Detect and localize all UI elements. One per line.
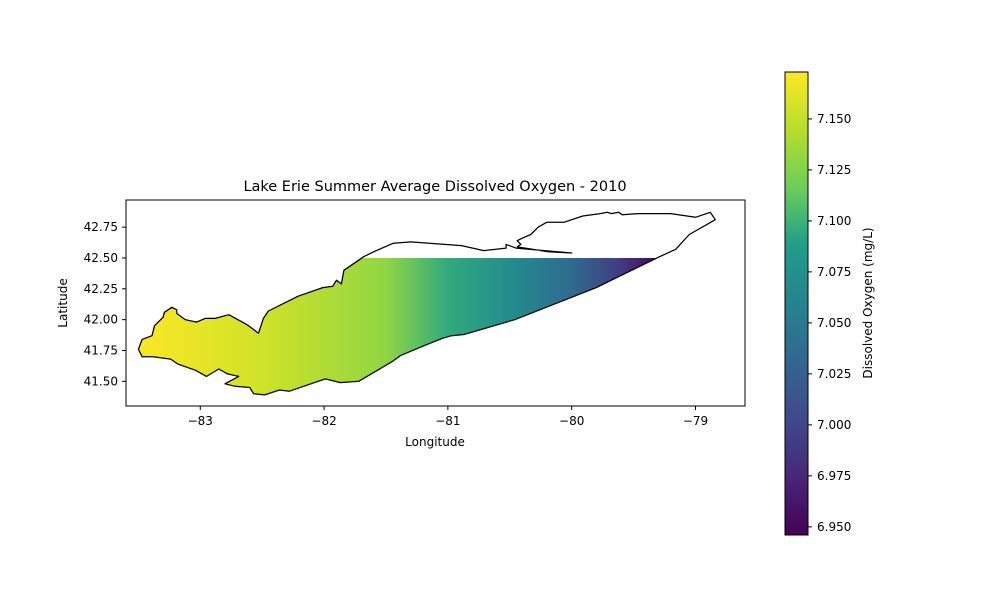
colorbar-gradient (785, 72, 808, 535)
lake-shoreline (137, 211, 716, 396)
y-tick-label: 41.75 (84, 343, 118, 357)
y-tick-label: 42.50 (84, 251, 118, 265)
colorbar-tick-label: 7.100 (817, 214, 851, 228)
y-tick-label: 42.75 (84, 220, 118, 234)
colorbar-tick-label: 7.025 (817, 367, 851, 381)
x-axis-label: Longitude (405, 435, 465, 449)
chart-title: Lake Erie Summer Average Dissolved Oxyge… (243, 179, 626, 195)
colorbar-tick-label: 7.000 (817, 418, 851, 432)
y-axis-ticks: 41.50 41.75 42.00 42.25 42.50 42.75 (84, 220, 126, 388)
x-axis-ticks: −83 −82 −81 −80 −79 (188, 406, 708, 428)
y-tick-label: 41.50 (84, 374, 118, 388)
y-axis-label: Latitude (56, 278, 70, 327)
colorbar-tick-label: 6.950 (817, 520, 851, 534)
x-tick-label: −80 (559, 414, 584, 428)
x-tick-label: −81 (435, 414, 460, 428)
colorbar-tick-label: 6.975 (817, 469, 851, 483)
colorbar-ticks: 6.950 6.975 7.000 7.025 7.050 7.075 7.100 7.125… (808, 112, 851, 534)
colorbar-tick-label: 7.125 (817, 163, 851, 177)
x-tick-label: −83 (188, 414, 213, 428)
dissolved-oxygen-field (138, 257, 716, 395)
colorbar-tick-label: 7.050 (817, 316, 851, 330)
colorbar: 6.950 6.975 7.000 7.025 7.050 7.075 7.100 7.125… (784, 71, 875, 536)
x-tick-label: −82 (311, 414, 336, 428)
colorbar-frame (784, 71, 809, 536)
map-layer (137, 211, 716, 396)
x-tick-label: −79 (683, 414, 708, 428)
plot-area: −83 −82 −81 −80 −79 41.50 41.75 42.00 42.25 42.5… (84, 199, 746, 428)
colorbar-tick-label: 7.075 (817, 265, 851, 279)
colorbar-label: Dissolved Oxygen (mg/L) (861, 227, 875, 378)
axes-frame (125, 199, 746, 407)
y-tick-label: 42.25 (84, 282, 118, 296)
y-tick-label: 42.00 (84, 313, 118, 327)
colorbar-tick-label: 7.150 (817, 112, 851, 126)
